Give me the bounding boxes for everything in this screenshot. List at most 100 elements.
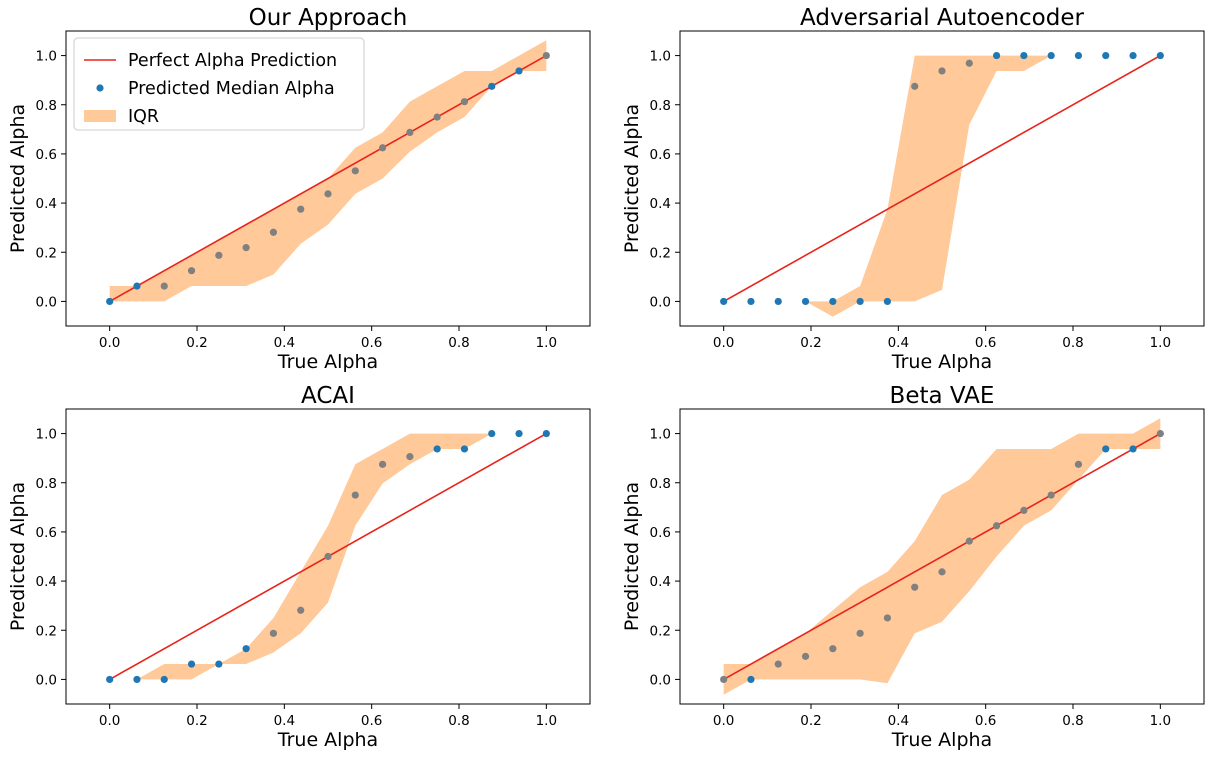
median-point [1102,445,1110,453]
x-tick-label: 0.0 [99,335,120,351]
panel-acai: 0.0 0.2 0.4 0.6 0.8 1.0 0.0 0.2 0.4 0.6 0.8 1.0 ACAI… [0,378,614,757]
y-tick-label: 1.0 [36,427,57,443]
chart-title: Our Approach [249,5,408,31]
y-tick-label: 1.0 [650,427,671,443]
plot-frame [679,408,1205,705]
median-point [747,675,755,684]
median-point [242,645,250,653]
x-axis-label: True Alpha [277,729,378,751]
median-point [1074,51,1083,60]
iqr-band [109,40,547,302]
x-tick-label: 0.2 [800,335,821,351]
median-point [378,460,387,468]
y-tick-label: 0.8 [650,476,671,492]
x-axis-label: True Alpha [891,729,992,751]
y-tick-label: 0.4 [36,574,57,590]
median-point [542,51,550,60]
y-axis-label: Predicted Alpha [7,482,29,631]
x-tick-label: 0.0 [713,713,734,729]
median-point [187,267,196,275]
x-tick-label: 0.6 [975,335,996,351]
panel-beta-vae: 0.0 0.2 0.4 0.6 0.8 1.0 0.0 0.2 0.4 0.6 0.8 1.0 Beta… [614,378,1228,757]
y-tick-label: 0.8 [650,98,671,114]
y-tick-label: 1.0 [650,49,671,65]
median-point [488,429,496,438]
x-tick-label: 0.8 [1062,335,1083,351]
median-point [1156,51,1164,60]
y-tick-label: 0.8 [36,476,57,492]
perfect-prediction-line [723,432,1161,681]
x-tick-label: 0.6 [361,713,382,729]
x-tick-label: 0.6 [975,713,996,729]
median-point [378,144,387,152]
legend-band-swatch [84,110,116,122]
y-axis-label: Predicted Alpha [621,482,643,631]
x-tick-label: 1.0 [1150,713,1171,729]
median-point [515,67,523,75]
median-point [106,675,114,684]
median-point [1047,51,1055,60]
x-tick-label: 0.2 [800,713,821,729]
x-axis-label: True Alpha [891,351,992,373]
y-tick-label: 0.8 [36,98,57,114]
y-tick-label: 0.2 [650,245,671,261]
median-point [133,675,141,684]
legend-box [73,37,365,131]
x-tick-label: 1.0 [536,335,557,351]
median-point [515,429,523,438]
median-point [938,568,946,576]
median-point [542,429,550,438]
median-point [856,629,864,637]
median-point [242,244,250,252]
y-tick-label: 0.0 [36,294,57,310]
y-tick-label: 0.0 [36,672,57,688]
median-point [160,282,168,290]
panel-adversarial-autoencoder: 0.0 0.2 0.4 0.6 0.8 1.0 0.0 0.2 0.4 0.6 0.8 1.0 Adve… [614,0,1228,378]
chart-beta-vae: 0.0 0.2 0.4 0.6 0.8 1.0 0.0 0.2 0.4 0.6 0.8 1.0 Beta… [621,383,1205,751]
median-point [1047,491,1055,499]
median-point [460,445,469,453]
median-point [1129,51,1137,60]
iqr-band [723,55,1161,317]
x-tick-label: 0.4 [274,335,295,351]
median-point [133,282,141,290]
chart-adversarial-autoencoder: 0.0 0.2 0.4 0.6 0.8 1.0 0.0 0.2 0.4 0.6 0.8 1.0 Adve… [621,5,1205,373]
legend-entry: IQR [128,107,159,127]
chart-title: Adversarial Autoencoder [800,5,1084,31]
median-point [297,606,305,614]
median-point [1129,445,1137,453]
median-point [911,82,919,90]
legend-point-swatch [96,84,104,92]
y-tick-label: 0.2 [36,245,57,261]
y-tick-label: 0.4 [650,574,671,590]
median-point [829,297,837,306]
plot-frame [65,408,591,705]
chart-our-approach: 0.0 0.2 0.4 0.6 0.8 1.0 0.0 0.2 0.4 0.6 0.8 1.0 Our … [7,5,591,373]
x-tick-label: 0.0 [99,713,120,729]
x-tick-label: 1.0 [1150,335,1171,351]
legend-entry: Perfect Alpha Prediction [128,51,337,71]
x-tick-label: 0.0 [713,335,734,351]
y-tick-label: 0.4 [650,196,671,212]
median-point [351,491,359,499]
median-point [938,67,946,75]
y-axis-label: Predicted Alpha [621,104,643,253]
y-tick-label: 0.6 [36,147,57,163]
median-point [1156,429,1164,438]
median-point [801,297,810,306]
y-tick-label: 0.0 [650,672,671,688]
median-point [269,228,278,236]
x-tick-label: 0.4 [274,713,295,729]
median-point [215,660,223,668]
median-point [433,445,441,453]
median-point [351,167,359,175]
median-point [488,82,496,90]
y-tick-label: 0.6 [36,525,57,541]
x-tick-label: 1.0 [536,713,557,729]
median-point [1074,460,1083,468]
y-tick-label: 0.6 [650,525,671,541]
legend-entry: Predicted Median Alpha [128,79,335,99]
median-point [801,652,810,660]
x-axis-label: True Alpha [277,351,378,373]
